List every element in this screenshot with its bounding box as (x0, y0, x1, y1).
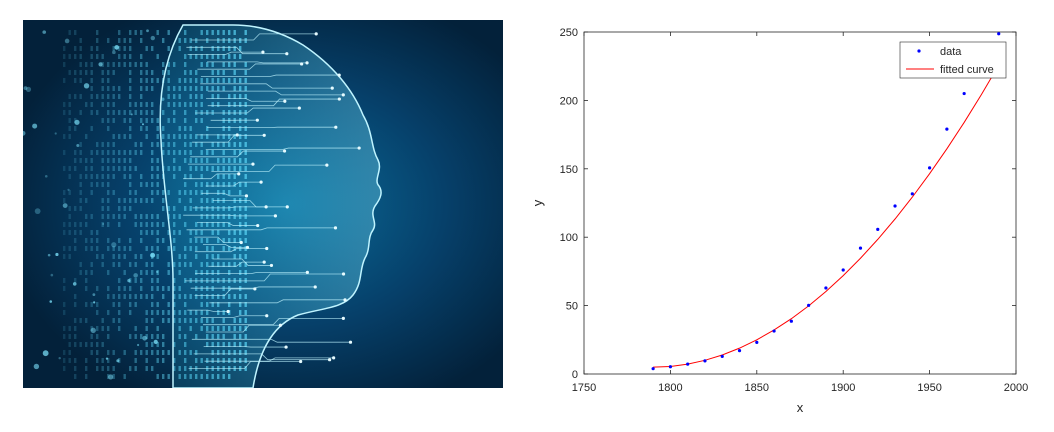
y-tick-label: 200 (560, 95, 578, 107)
data-point (910, 192, 914, 196)
legend-data-label: data (940, 46, 962, 58)
y-tick-label: 250 (560, 27, 578, 39)
fit-chart: 1750 1800 1850 1900 1950 2000 0 50 100 150 200 250… (530, 27, 1028, 415)
data-point (997, 32, 1001, 36)
data-point (858, 246, 863, 250)
x-tick-label: 2000 (1004, 382, 1028, 394)
y-axis-label: y (530, 199, 545, 206)
ai-head-image (23, 20, 503, 388)
data-point (686, 362, 690, 366)
data-point (703, 359, 707, 363)
data-point (876, 227, 880, 232)
data-point (928, 166, 932, 170)
data-point (737, 349, 742, 353)
x-tick-label: 1800 (658, 382, 682, 394)
x-tick-label: 1750 (572, 382, 596, 394)
x-tick-label: 1900 (831, 382, 855, 394)
data-point (962, 91, 966, 96)
data-point (668, 365, 672, 369)
data-point (789, 319, 793, 323)
legend-box (899, 41, 1007, 79)
plot-area (583, 31, 1017, 375)
data-point (807, 303, 811, 307)
legend-data-marker (917, 49, 921, 53)
y-tick-label: 150 (560, 164, 578, 176)
data-point (824, 286, 828, 290)
x-tick-label: 1950 (917, 382, 941, 394)
legend-fit-label: fitted curve (940, 64, 994, 76)
y-tick-label: 0 (572, 369, 578, 381)
data-point (893, 204, 897, 208)
x-axis-label: x (797, 400, 804, 415)
data-point (945, 127, 949, 131)
legend: data fitted curve (899, 41, 1007, 79)
fitted-curve-line (653, 64, 1000, 368)
data-point (720, 354, 724, 358)
data-point (841, 268, 845, 272)
data-point (651, 367, 655, 371)
y-tick-label: 100 (560, 232, 578, 244)
y-tick-label: 50 (566, 301, 578, 313)
data-point (772, 329, 776, 333)
x-tick-label: 1850 (745, 382, 769, 394)
data-point (755, 340, 759, 344)
